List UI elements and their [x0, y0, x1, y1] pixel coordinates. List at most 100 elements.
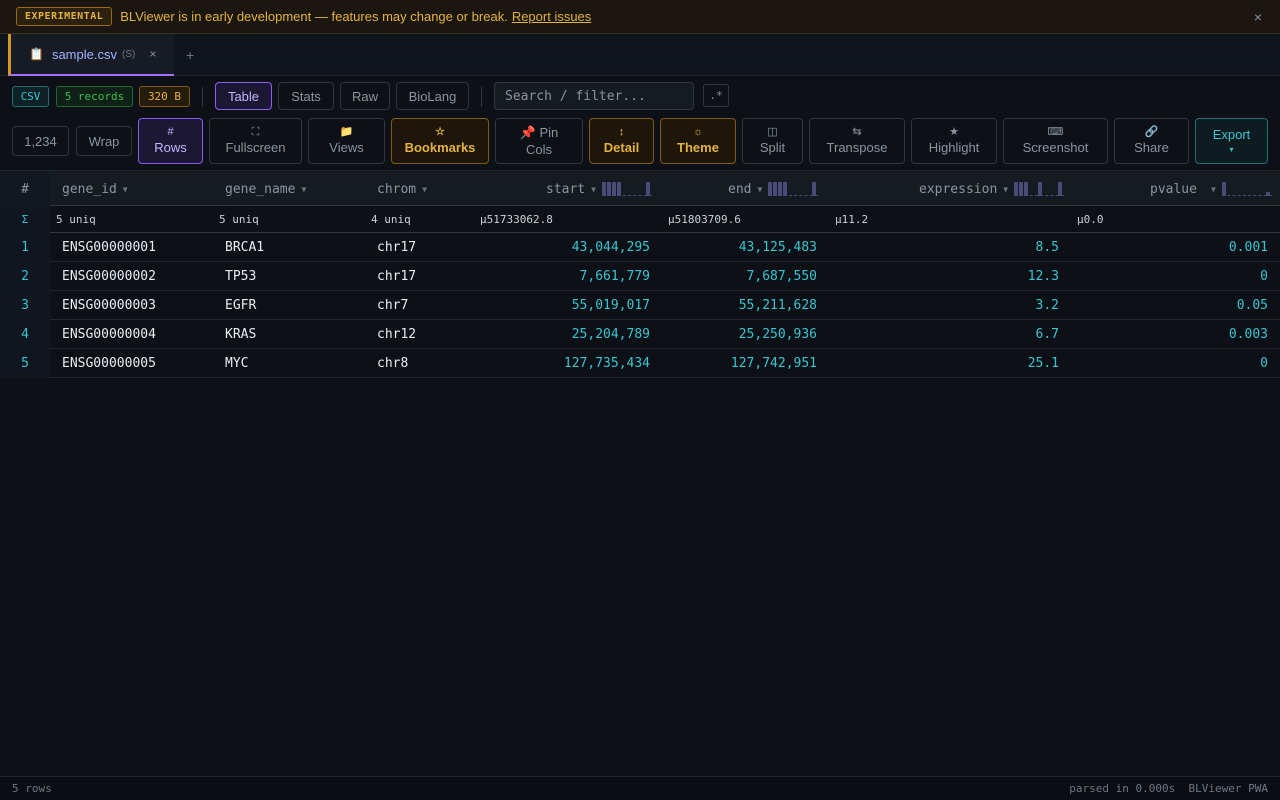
format-badge: CSV — [12, 86, 49, 107]
row-number: 1 — [0, 233, 50, 262]
tab-close-icon[interactable]: × — [149, 47, 157, 61]
row-number: 4 — [0, 320, 50, 349]
experimental-banner: EXPERIMENTAL BLViewer is in early develo… — [0, 0, 1280, 34]
file-tab-sample[interactable]: 📋 sample.csv (S) × — [8, 34, 174, 76]
divider — [481, 87, 482, 107]
link-icon: 🔗 — [1144, 126, 1159, 138]
number-format-button[interactable]: 1,234 — [12, 126, 69, 156]
sort-icon[interactable]: ▼ — [1003, 184, 1009, 194]
add-tab-icon[interactable]: + — [186, 47, 195, 63]
table-header: # gene_id ▼ gene_name ▼ chrom ▼ start ▼ … — [0, 170, 1280, 207]
tab-biolang-view[interactable]: BioLang — [396, 82, 469, 110]
cell-start: 7,661,779 — [579, 269, 650, 284]
cell-pvalue: 0 — [1260, 269, 1268, 284]
transpose-button[interactable]: ⇆ Transpose — [809, 118, 905, 164]
index-header: # — [0, 171, 50, 207]
search-input[interactable] — [494, 82, 694, 110]
close-icon[interactable]: × — [1253, 9, 1262, 25]
highlight-label: Highlight — [928, 140, 980, 155]
row-count: 5 rows — [12, 782, 52, 795]
column-header-gene-id[interactable]: gene_id ▼ — [62, 171, 128, 207]
share-label: Share — [1134, 140, 1169, 155]
table-row[interactable]: 2 ENSG00000002 TP53 chr17 7,661,779 7,687,550… — [0, 262, 1280, 291]
table-row[interactable]: 1 ENSG00000001 BRCA1 chr17 43,044,295 43,125,… — [0, 233, 1280, 262]
row-number: 5 — [0, 349, 50, 378]
sort-icon[interactable]: ▼ — [122, 184, 128, 194]
regex-toggle[interactable]: .* — [703, 84, 729, 107]
highlight-button[interactable]: ★ Highlight — [911, 118, 997, 164]
cell-chrom: chr7 — [377, 298, 409, 313]
distribution-sparkline — [601, 182, 652, 196]
summary-end: μ51803709.6 — [668, 213, 741, 226]
pin-cols-top: 📌 Pin — [520, 124, 559, 141]
screenshot-button[interactable]: ⌨ Screenshot — [1003, 118, 1108, 164]
summary-chrom: 4 uniq — [371, 213, 411, 226]
app-name: BLViewer PWA — [1188, 782, 1268, 795]
status-right: parsed in 0.000s BLViewer PWA — [1069, 782, 1268, 795]
info-bar: CSV 5 records 320 B Table Stats Raw BioL… — [0, 76, 1280, 116]
split-button[interactable]: ◫ Split — [742, 118, 803, 164]
sort-icon[interactable]: ▼ — [422, 184, 427, 194]
column-label: start — [546, 181, 586, 197]
file-tab-strip: 📋 sample.csv (S) × + — [0, 34, 1280, 76]
cell-end: 127,742,951 — [730, 356, 817, 371]
cell-gene-name: EGFR — [225, 298, 257, 313]
views-button[interactable]: 📁 Views — [308, 118, 385, 164]
detail-button[interactable]: ↕ Detail — [589, 118, 654, 164]
distribution-sparkline — [1014, 182, 1065, 196]
column-label: chrom — [377, 181, 417, 197]
column-label: end — [728, 181, 752, 197]
tab-table-view[interactable]: Table — [215, 82, 272, 110]
sort-icon[interactable]: ▼ — [1210, 184, 1216, 194]
column-header-expression[interactable]: expression ▼ — [919, 171, 1065, 207]
sort-icon[interactable]: ▼ — [301, 184, 307, 194]
tab-raw-view[interactable]: Raw — [340, 82, 390, 110]
pin-cols-button[interactable]: 📌 Pin Cols — [495, 118, 583, 164]
transpose-icon: ⇆ — [852, 126, 862, 138]
sort-icon[interactable]: ▼ — [591, 184, 596, 194]
column-label: expression — [919, 181, 998, 197]
fullscreen-button[interactable]: ⛶ Fullscreen — [209, 118, 302, 164]
summary-gene-id: 5 uniq — [56, 213, 96, 226]
cell-expression: 6.7 — [1035, 327, 1059, 342]
hash-icon: # — [167, 126, 174, 138]
cell-chrom: chr17 — [377, 269, 417, 284]
export-label: Export — [1212, 127, 1251, 142]
cell-expression: 3.2 — [1035, 298, 1059, 313]
pin-label: Pin — [539, 125, 559, 140]
bookmarks-button[interactable]: ☆ Bookmarks — [391, 118, 489, 164]
table-row[interactable]: 5 ENSG00000005 MYC chr8 127,735,434 127,742,9… — [0, 349, 1280, 378]
rows-button[interactable]: # Rows — [138, 118, 203, 164]
cell-gene-name: TP53 — [225, 269, 257, 284]
column-header-chrom[interactable]: chrom ▼ — [377, 171, 427, 207]
cell-expression: 8.5 — [1035, 240, 1059, 255]
banner-message: BLViewer is in early development — featu… — [120, 9, 508, 24]
cell-start: 43,044,295 — [571, 240, 650, 255]
cols-label: Cols — [525, 142, 552, 157]
column-header-gene-name[interactable]: gene_name ▼ — [225, 171, 306, 207]
report-issues-link[interactable]: Report issues — [511, 9, 592, 24]
share-button[interactable]: 🔗 Share — [1114, 118, 1189, 164]
cell-gene-id: ENSG00000003 — [62, 298, 156, 313]
tab-stats-view[interactable]: Stats — [278, 82, 334, 110]
cell-gene-name: KRAS — [225, 327, 257, 342]
table-row[interactable]: 3 ENSG00000003 EGFR chr7 55,019,017 55,211,62… — [0, 291, 1280, 320]
summary-gene-name: 5 uniq — [219, 213, 259, 226]
cell-chrom: chr12 — [377, 327, 417, 342]
summary-expression: μ11.2 — [835, 213, 869, 226]
sort-icon[interactable]: ▼ — [757, 184, 763, 194]
row-number: 2 — [0, 262, 50, 291]
views-label: Views — [329, 140, 364, 155]
file-tab-name: sample.csv — [51, 46, 117, 62]
cell-gene-id: ENSG00000005 — [62, 356, 156, 371]
cell-pvalue: 0.001 — [1228, 240, 1268, 255]
pin-icon: 📌 — [519, 125, 536, 140]
theme-button[interactable]: ☼ Theme — [660, 118, 736, 164]
table-row[interactable]: 4 ENSG00000004 KRAS chr12 25,204,789 25,250,9… — [0, 320, 1280, 349]
column-header-end[interactable]: end ▼ — [728, 171, 819, 207]
column-header-pvalue[interactable]: pvalue ▼ — [1150, 171, 1272, 207]
export-button[interactable]: Export ▾ — [1195, 118, 1268, 164]
wrap-button[interactable]: Wrap — [76, 126, 132, 156]
summary-start: μ51733062.8 — [480, 213, 553, 226]
column-header-start[interactable]: start ▼ — [546, 171, 652, 207]
